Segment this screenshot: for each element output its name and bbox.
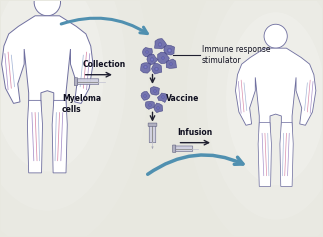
FancyBboxPatch shape [154,90,156,92]
Polygon shape [147,54,158,65]
Text: Myeloma
cells: Myeloma cells [62,94,101,114]
Text: Vaccine: Vaccine [166,94,200,103]
FancyBboxPatch shape [162,96,164,98]
Text: Infusion: Infusion [178,128,213,137]
FancyBboxPatch shape [170,63,172,65]
Polygon shape [142,47,152,57]
Polygon shape [158,93,167,102]
Polygon shape [141,91,150,100]
Text: Collection: Collection [83,60,126,69]
Polygon shape [158,52,169,64]
Polygon shape [258,123,271,187]
Polygon shape [2,16,93,112]
Polygon shape [151,146,154,149]
FancyBboxPatch shape [176,146,193,151]
Ellipse shape [0,0,126,211]
Polygon shape [154,103,163,113]
FancyBboxPatch shape [155,68,158,70]
Ellipse shape [0,0,149,237]
Polygon shape [145,101,155,109]
FancyBboxPatch shape [149,126,156,143]
FancyBboxPatch shape [149,104,151,106]
Polygon shape [151,63,162,74]
Polygon shape [280,123,293,187]
FancyBboxPatch shape [146,51,148,53]
Polygon shape [52,100,67,173]
Polygon shape [166,59,176,68]
Ellipse shape [226,12,323,185]
FancyBboxPatch shape [168,50,171,52]
Polygon shape [235,48,316,133]
FancyBboxPatch shape [144,95,146,97]
FancyBboxPatch shape [159,43,161,46]
FancyBboxPatch shape [144,66,147,68]
Ellipse shape [34,0,60,16]
Ellipse shape [264,24,287,48]
FancyBboxPatch shape [78,79,99,85]
Text: Immune response
stimulator: Immune response stimulator [202,45,270,65]
FancyBboxPatch shape [157,107,159,109]
Polygon shape [150,87,159,95]
FancyBboxPatch shape [162,57,164,59]
Ellipse shape [0,0,104,171]
Ellipse shape [186,0,323,237]
Polygon shape [141,63,151,73]
Polygon shape [154,39,167,49]
Polygon shape [27,100,43,173]
FancyBboxPatch shape [74,78,78,86]
FancyBboxPatch shape [148,123,157,126]
FancyBboxPatch shape [172,145,176,152]
Polygon shape [164,45,175,55]
FancyBboxPatch shape [151,59,153,61]
Ellipse shape [206,0,323,220]
